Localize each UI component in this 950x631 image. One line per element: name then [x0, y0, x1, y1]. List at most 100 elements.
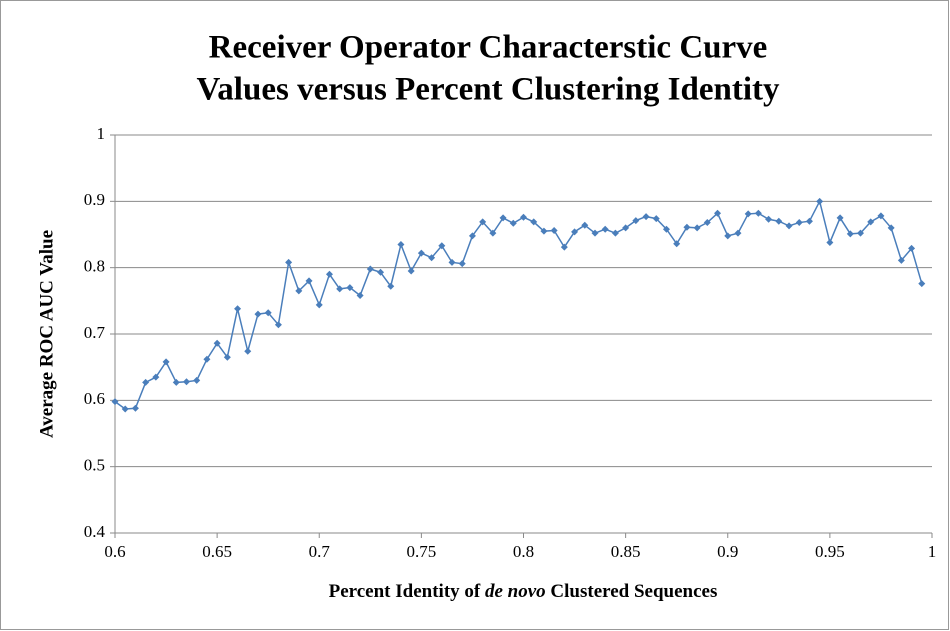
marker	[336, 285, 344, 293]
marker	[468, 232, 476, 240]
marker	[530, 218, 538, 226]
y-axis-label: Average ROC AUC Value	[36, 230, 57, 438]
marker	[315, 301, 323, 309]
x-axis-label: Percent Identity of de novo Clustered Sequ…	[329, 581, 718, 602]
marker	[550, 227, 558, 235]
marker	[714, 209, 722, 217]
marker	[346, 284, 354, 292]
y-tick-label: 1	[97, 124, 106, 143]
marker	[152, 373, 160, 381]
x-tick-label: 0.85	[611, 542, 641, 561]
marker	[754, 209, 762, 217]
marker	[560, 243, 568, 251]
x-tick-label: 0.6	[104, 542, 125, 561]
marker	[816, 197, 824, 205]
y-tick-label: 0.7	[84, 323, 106, 342]
marker	[520, 213, 527, 221]
marker	[601, 225, 609, 233]
marker	[509, 219, 517, 227]
x-tick-label: 0.8	[513, 542, 534, 561]
marker	[622, 224, 630, 232]
marker	[397, 240, 405, 248]
marker	[458, 260, 466, 268]
marker	[142, 378, 150, 386]
marker	[632, 217, 640, 225]
marker	[479, 218, 487, 226]
marker	[805, 217, 813, 225]
marker	[591, 229, 599, 237]
y-tick-label: 0.5	[84, 456, 105, 475]
marker	[325, 270, 333, 278]
marker	[836, 214, 844, 222]
y-tick-label: 0.9	[84, 190, 105, 209]
marker	[295, 287, 303, 295]
marker	[244, 347, 252, 355]
marker	[305, 277, 313, 285]
marker	[693, 224, 701, 232]
marker	[417, 249, 425, 257]
marker	[428, 254, 436, 262]
x-tick-label: 1	[928, 542, 937, 561]
marker	[234, 305, 242, 313]
marker	[193, 376, 201, 384]
marker	[642, 213, 650, 221]
marker	[438, 242, 446, 250]
marker	[775, 217, 783, 225]
marker	[652, 215, 660, 223]
marker	[571, 228, 579, 236]
marker	[131, 404, 139, 412]
marker	[285, 258, 293, 266]
marker	[581, 221, 589, 229]
marker	[734, 229, 742, 237]
marker	[448, 258, 456, 266]
marker	[724, 232, 732, 240]
marker	[223, 353, 231, 361]
marker	[213, 339, 221, 347]
marker	[765, 215, 773, 223]
marker	[662, 225, 670, 233]
marker	[264, 309, 272, 317]
marker	[172, 378, 180, 386]
marker	[683, 223, 691, 231]
marker	[366, 265, 374, 273]
marker	[111, 398, 119, 406]
chart-title: Values versus Percent Clustering Identit…	[197, 72, 780, 108]
marker	[857, 229, 865, 237]
marker	[887, 224, 895, 232]
x-tick-label: 0.9	[717, 542, 738, 561]
marker	[407, 267, 415, 275]
marker	[540, 227, 548, 235]
marker	[356, 292, 364, 300]
marker	[826, 238, 834, 246]
marker	[918, 280, 926, 288]
y-tick-label: 0.8	[84, 257, 105, 276]
chart-title: Receiver Operator Characterstic Curve	[209, 30, 768, 66]
marker	[203, 355, 211, 363]
marker	[387, 282, 395, 290]
marker	[897, 256, 905, 264]
x-tick-label: 0.7	[309, 542, 331, 561]
marker	[673, 240, 681, 248]
marker	[867, 218, 875, 226]
marker	[489, 229, 497, 237]
marker	[182, 378, 190, 386]
x-tick-label: 0.75	[407, 542, 437, 561]
marker	[274, 321, 282, 329]
marker	[795, 219, 803, 227]
marker	[908, 244, 916, 252]
marker	[377, 268, 385, 276]
y-tick-label: 0.4	[84, 522, 106, 541]
marker	[611, 229, 619, 237]
marker	[846, 230, 854, 238]
marker	[744, 210, 752, 218]
marker	[499, 214, 507, 222]
x-axis-label-part: Percent Identity of	[329, 581, 481, 602]
y-tick-label: 0.6	[84, 389, 105, 408]
marker	[703, 219, 711, 227]
x-tick-label: 0.95	[815, 542, 845, 561]
x-tick-label: 0.65	[202, 542, 232, 561]
marker	[121, 405, 129, 413]
